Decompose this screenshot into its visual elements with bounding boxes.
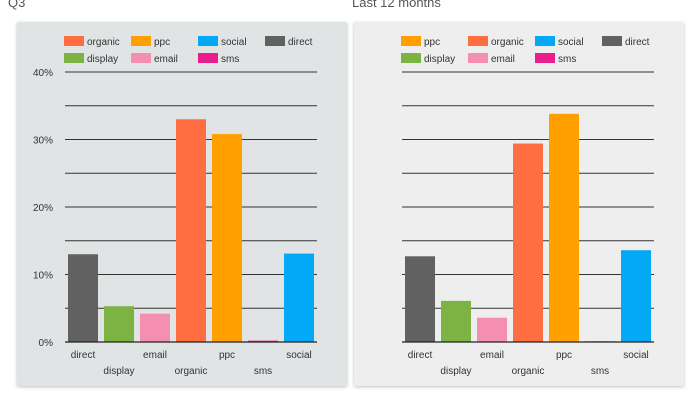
chart-card-q3: organic ppc social direct display email sms 0% 1… — [17, 22, 347, 386]
legend-label-ppc: ppc — [154, 37, 170, 48]
bar-organic[interactable] — [513, 143, 543, 342]
legend-label-social: social — [221, 37, 247, 48]
legend-swatch-sms — [198, 53, 218, 63]
bar-ppc[interactable] — [549, 113, 579, 342]
legend-swatch-ppc — [131, 36, 151, 46]
y-tick-label: 10% — [33, 271, 53, 282]
bar-email[interactable] — [477, 317, 507, 342]
bar-display[interactable] — [104, 306, 134, 342]
legend-label-organic: organic — [491, 37, 524, 48]
x-tick-label-display: display — [103, 366, 134, 377]
legend-swatch-ppc — [401, 36, 421, 46]
x-tick-label-ppc: ppc — [556, 350, 572, 361]
bar-organic[interactable] — [176, 119, 206, 342]
x-tick-label-ppc: ppc — [219, 350, 235, 361]
legend-swatch-display — [64, 53, 84, 63]
legend-swatch-direct — [602, 36, 622, 46]
chart-title-q3: Q3 — [8, 0, 26, 10]
bar-chart-q3: organic ppc social direct display email sms 0% 1… — [33, 36, 317, 377]
legend-swatch-display — [401, 53, 421, 63]
y-tick-label: 20% — [33, 203, 53, 214]
legend-swatch-email — [131, 53, 151, 63]
legend-label-direct: direct — [288, 37, 313, 48]
x-tick-label-sms: sms — [254, 366, 272, 377]
legend-label-direct: direct — [625, 37, 650, 48]
bar-social[interactable] — [621, 250, 651, 342]
bar-direct[interactable] — [68, 254, 98, 342]
legend-label-email: email — [154, 54, 178, 65]
bar-ppc[interactable] — [212, 134, 242, 342]
bar-chart-last-12-months: ppc organic social direct display email sms dir… — [401, 36, 654, 377]
bar-direct[interactable] — [405, 256, 435, 342]
x-tick-label-direct: direct — [408, 350, 433, 361]
legend-swatch-organic — [64, 36, 84, 46]
legend-label-display: display — [424, 54, 455, 65]
chart-card-last-12-months: ppc organic social direct display email sms dir… — [354, 22, 684, 386]
legend-label-display: display — [87, 54, 118, 65]
legend-swatch-sms — [535, 53, 555, 63]
y-tick-label: 40% — [33, 68, 53, 79]
legend-label-organic: organic — [87, 37, 120, 48]
legend-swatch-organic — [468, 36, 488, 46]
legend-swatch-social — [198, 36, 218, 46]
bar-email[interactable] — [140, 313, 170, 342]
x-tick-label-email: email — [143, 350, 167, 361]
x-tick-label-direct: direct — [71, 350, 96, 361]
legend-swatch-direct — [265, 36, 285, 46]
x-tick-label-sms: sms — [591, 366, 609, 377]
y-tick-label: 0% — [39, 338, 54, 349]
x-tick-label-social: social — [623, 350, 649, 361]
x-tick-label-organic: organic — [512, 366, 545, 377]
legend-label-sms: sms — [558, 54, 576, 65]
legend-swatch-email — [468, 53, 488, 63]
x-tick-label-social: social — [286, 350, 312, 361]
legend-label-social: social — [558, 37, 584, 48]
legend-swatch-social — [535, 36, 555, 46]
chart-title-last-12-months: Last 12 months — [352, 0, 441, 10]
bar-sms[interactable] — [248, 340, 278, 342]
x-tick-label-email: email — [480, 350, 504, 361]
bar-social[interactable] — [284, 253, 314, 342]
legend-label-email: email — [491, 54, 515, 65]
y-tick-label: 30% — [33, 136, 53, 147]
legend-label-sms: sms — [221, 54, 239, 65]
bar-display[interactable] — [441, 300, 471, 342]
x-tick-label-display: display — [440, 366, 471, 377]
x-tick-label-organic: organic — [175, 366, 208, 377]
legend-label-ppc: ppc — [424, 37, 440, 48]
